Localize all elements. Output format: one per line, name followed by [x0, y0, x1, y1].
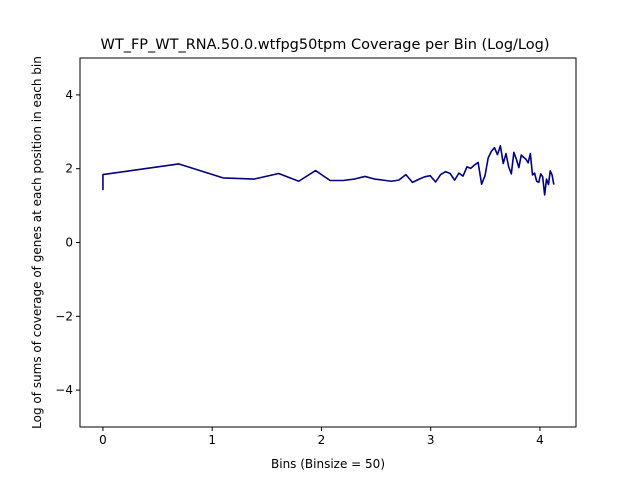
plot-frame	[79, 57, 577, 428]
y-tick-label: −4	[55, 383, 73, 397]
coverage-series-line	[102, 145, 555, 196]
plot-layer	[102, 145, 555, 196]
y-axis-label: Log of sums of coverage of genes at each…	[30, 56, 44, 429]
chart-title: WT_FP_WT_RNA.50.0.wtfpg50tpm Coverage pe…	[101, 37, 550, 53]
y-tick-label: 0	[65, 236, 73, 250]
x-tick-label: 0	[99, 433, 107, 447]
x-tick-label: 3	[427, 433, 435, 447]
x-tick-label: 2	[318, 433, 326, 447]
y-tick-label: 2	[65, 162, 73, 176]
y-tick-label: −2	[55, 309, 73, 323]
tick-layer: 0 1 2 3 4 −4 −2 0 2 4	[55, 88, 543, 447]
y-tick-label: 4	[65, 88, 73, 102]
x-tick-label: 4	[536, 433, 544, 447]
x-axis-label: Bins (Binsize = 50)	[271, 457, 385, 471]
x-tick-label: 1	[208, 433, 216, 447]
